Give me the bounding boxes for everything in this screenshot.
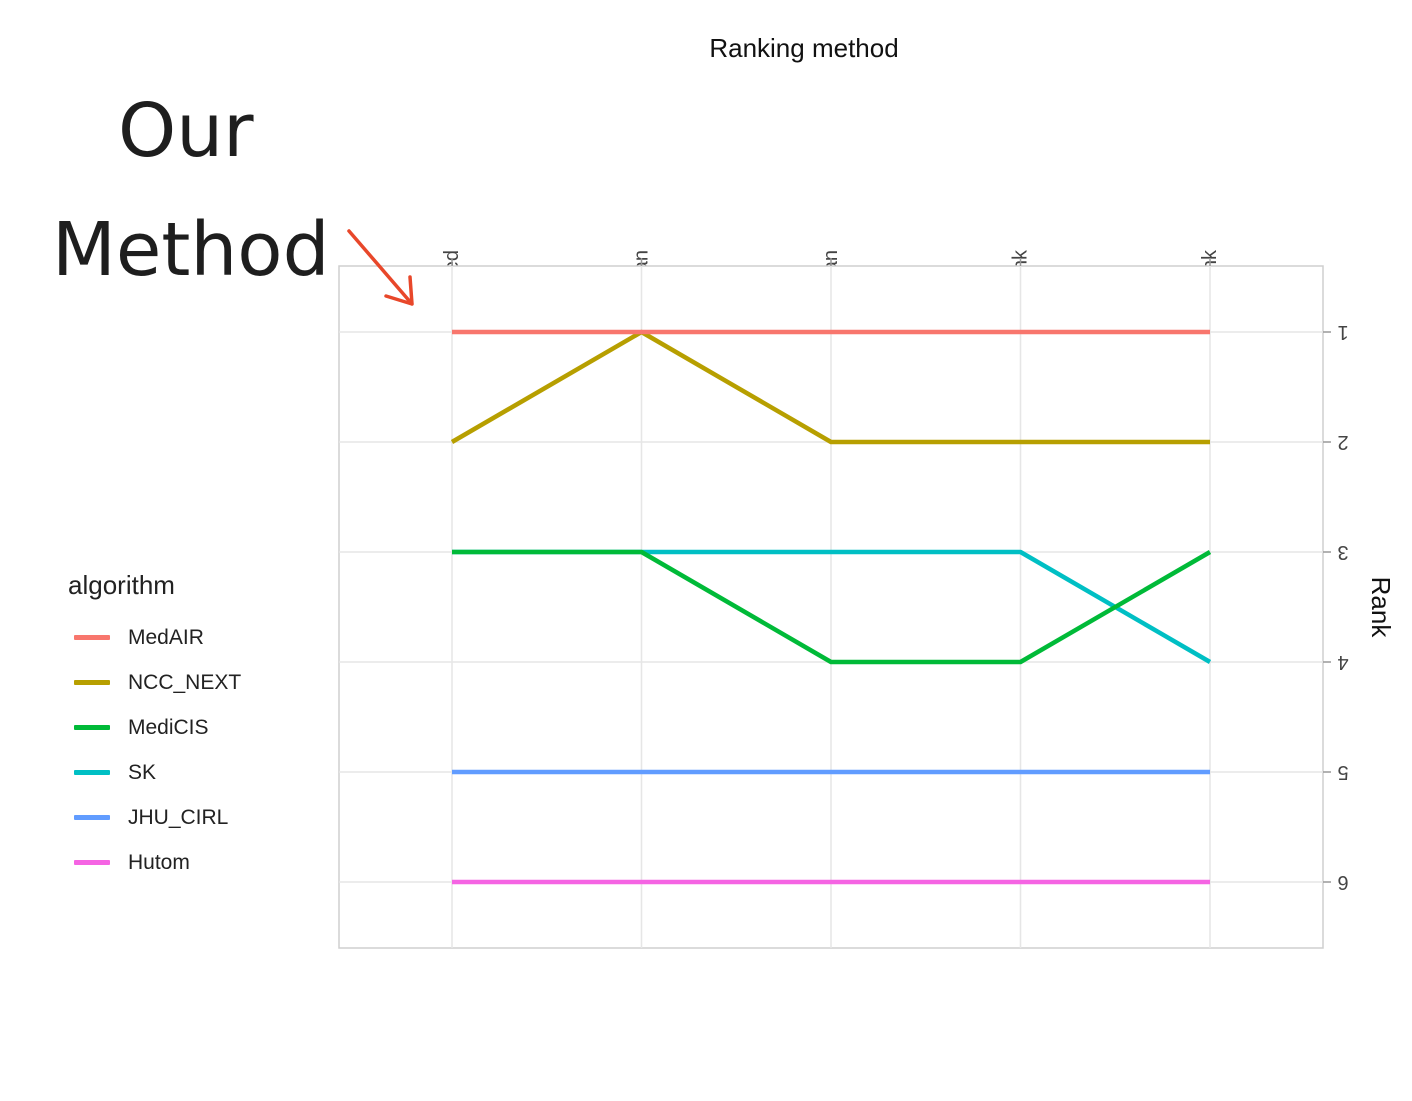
legend-item: SK [68, 750, 241, 795]
legend-label: NCC_NEXT [128, 670, 242, 694]
legend-swatch [74, 725, 110, 730]
legend-swatch [74, 815, 110, 820]
series-line-ncc-next [450, 329, 1210, 445]
legend: algorithm MedAIR NCC_NEXT MediCIS SK JHU_CIR… [68, 570, 241, 885]
y-tick-label: 1 [1337, 321, 1348, 343]
legend-items: MedAIR NCC_NEXT MediCIS SK JHU_CIRL Hutom [68, 615, 241, 885]
legend-label: MedAIR [128, 625, 204, 649]
legend-label: SK [128, 760, 157, 784]
legend-label: MediCIS [128, 715, 209, 739]
axis-ticks [451, 258, 1331, 883]
annotation-line-method: Method [52, 207, 330, 293]
y-tick-label: 5 [1337, 761, 1348, 783]
y-tick-label: 2 [1337, 431, 1348, 453]
series-line-medicis [452, 549, 1212, 665]
y-tick-label: 6 [1337, 871, 1348, 893]
annotation-arrow-icon [347, 229, 414, 306]
legend-swatch [74, 635, 110, 640]
legend-item: MediCIS [68, 705, 241, 750]
x-axis-title: Ranking method [709, 33, 898, 63]
legend-swatch [74, 770, 110, 775]
legend-swatch [74, 860, 110, 865]
legend-item: MedAIR [68, 615, 241, 660]
legend-label: Hutom [128, 850, 190, 874]
legend-item: JHU_CIRL [68, 795, 241, 840]
y-tick-labels: 1 2 3 4 5 6 [1337, 321, 1348, 893]
legend-item: Hutom [68, 840, 241, 885]
y-tick-label: 3 [1337, 541, 1348, 563]
legend-label: JHU_CIRL [128, 805, 229, 829]
legend-item: NCC_NEXT [68, 660, 241, 705]
legend-title: algorithm [68, 570, 175, 600]
annotation-line-our: Our [118, 88, 254, 174]
y-axis-title: Rank [1366, 577, 1396, 639]
y-tick-label: 4 [1337, 651, 1348, 673]
legend-swatch [74, 680, 110, 685]
series-lines [450, 329, 1212, 885]
